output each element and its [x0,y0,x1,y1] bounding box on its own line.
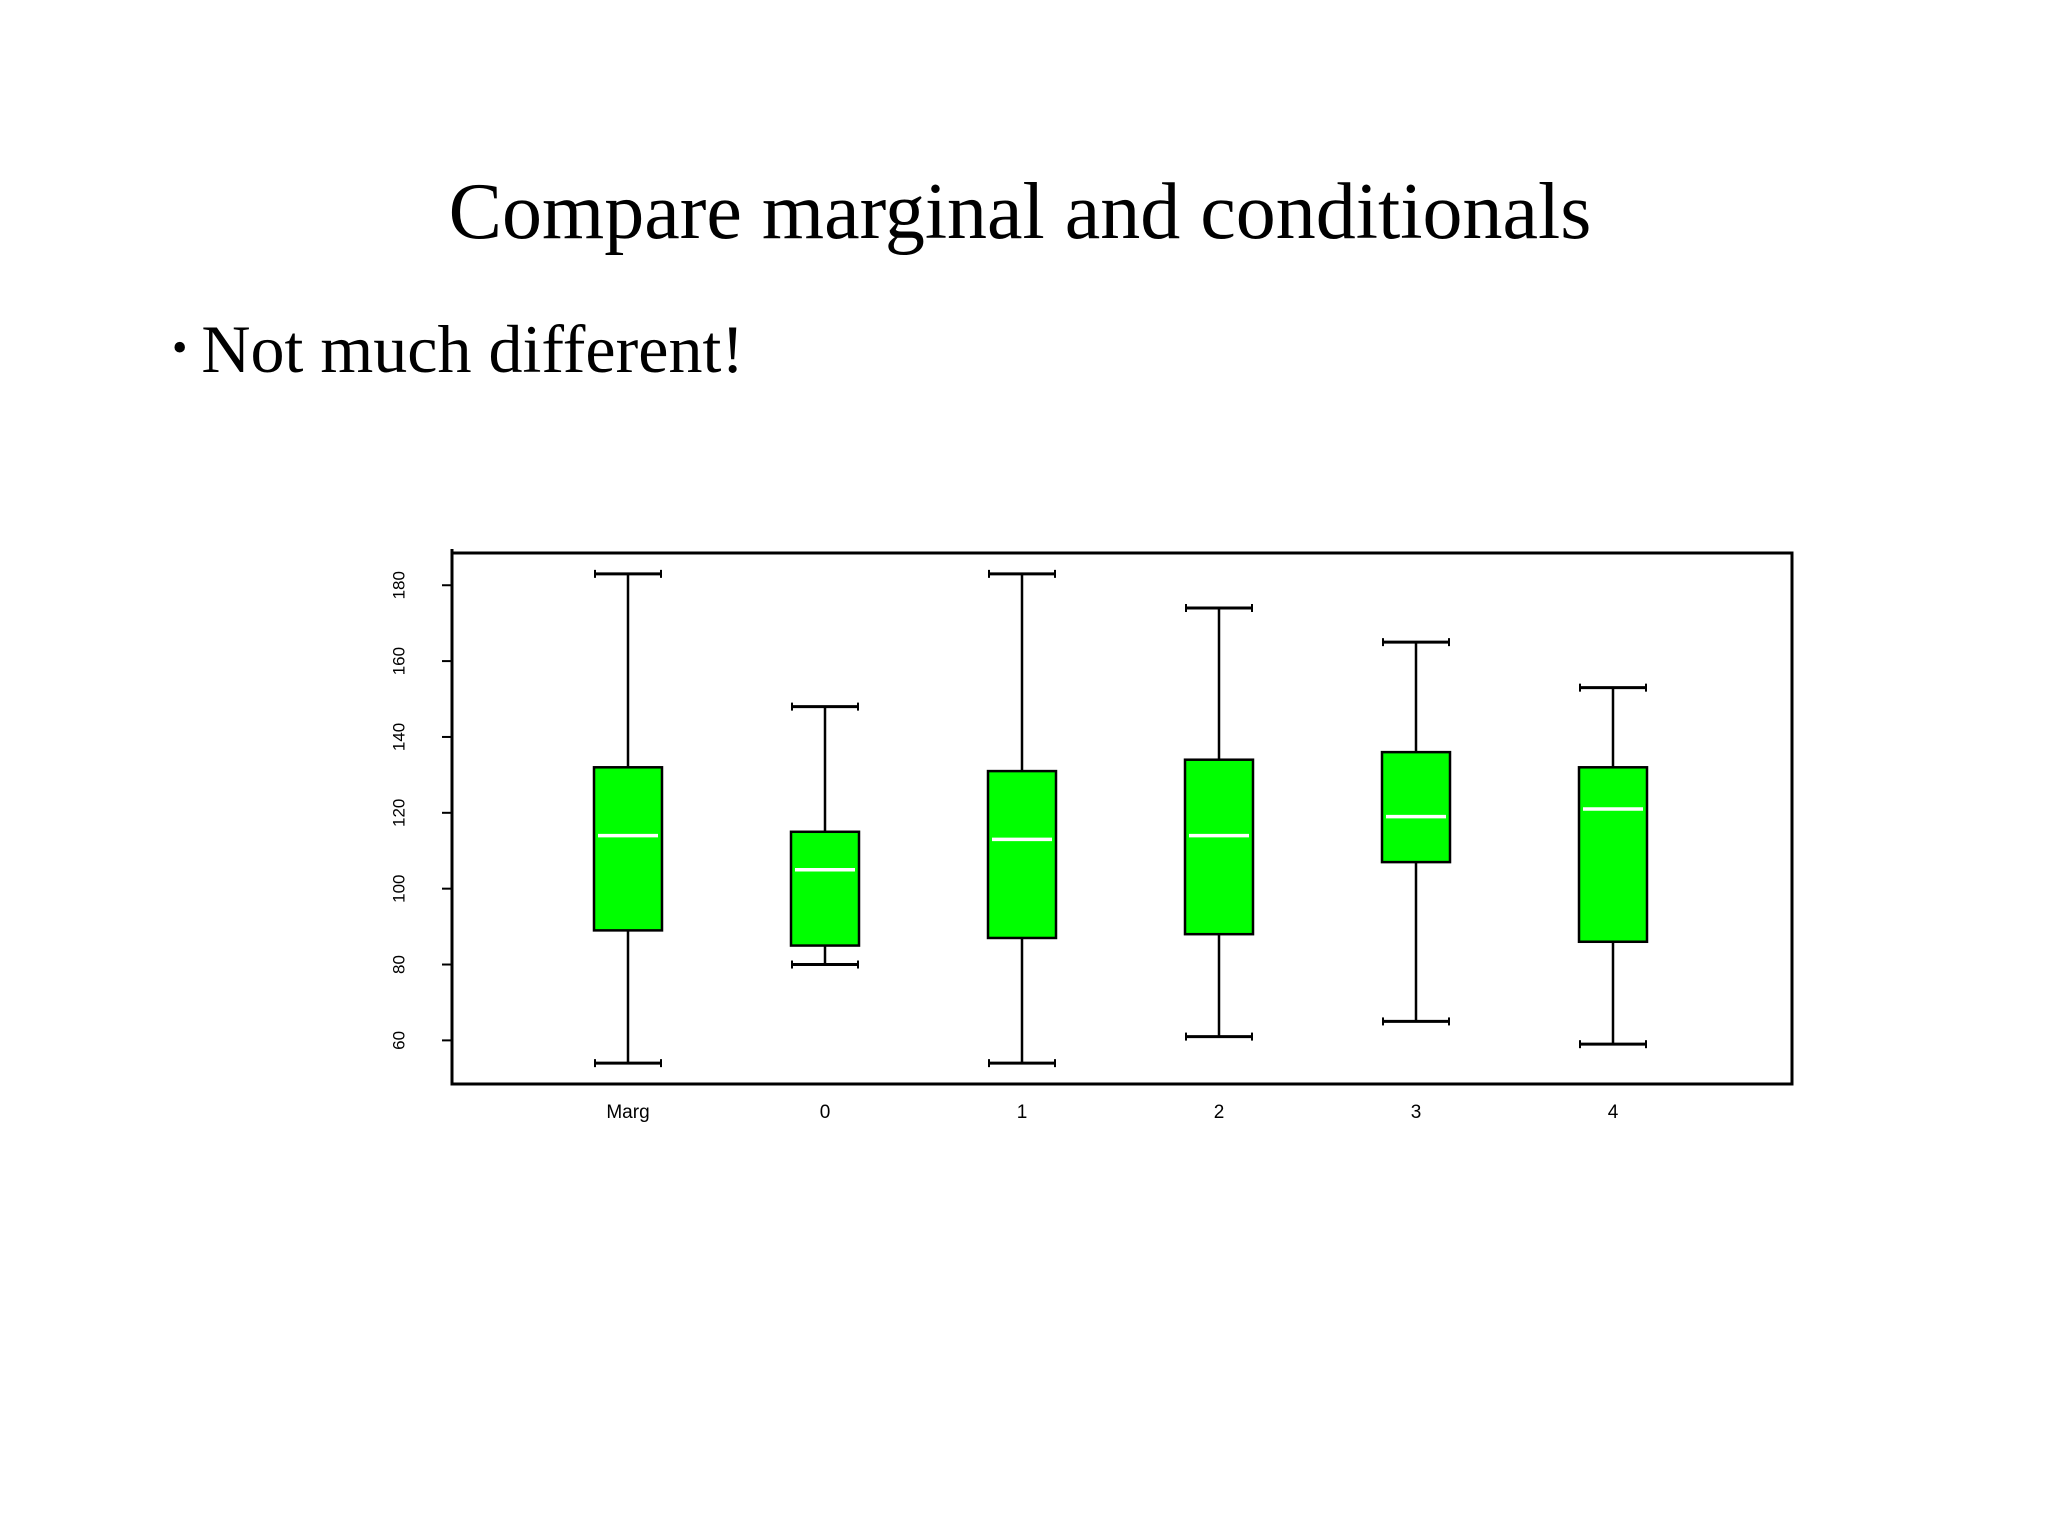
y-tick-label: 160 [389,647,408,675]
iqr-box [1183,758,1255,936]
x-tick-label: Marg [606,1102,649,1123]
bullet-text: Not much different! [201,311,744,387]
box-group [592,569,664,1068]
x-axis-labels: Marg 0 1 2 3 4 [606,1102,1618,1123]
box-group [1183,603,1255,1041]
iqr-box [986,769,1058,940]
bullet-dot: • [172,323,188,372]
box-group [1380,638,1452,1026]
x-tick-label: 1 [1017,1102,1028,1123]
iqr-box [1577,766,1649,944]
x-tick-label: 3 [1411,1102,1422,1123]
x-tick-label: 0 [820,1102,831,1123]
box-series [592,569,1649,1068]
y-axis: 60 80 100 120 140 160 180 [389,549,454,1084]
bullet-item: • Not much different! [172,304,744,403]
iqr-box [789,830,861,947]
box-group [1577,683,1649,1049]
y-tick-label: 180 [389,571,408,599]
y-tick-label: 60 [389,1031,408,1050]
iqr-box [1380,750,1452,864]
x-tick-label: 4 [1608,1102,1619,1123]
y-tick-label: 140 [389,723,408,751]
box-group [986,569,1058,1068]
slide-title: Compare marginal and conditionals [448,168,1592,256]
box-group [789,702,861,969]
x-tick-label: 2 [1214,1102,1225,1123]
y-tick-label: 100 [389,874,408,902]
iqr-box [592,766,664,932]
y-tick-label: 120 [389,799,408,827]
y-tick-label: 80 [389,955,408,974]
